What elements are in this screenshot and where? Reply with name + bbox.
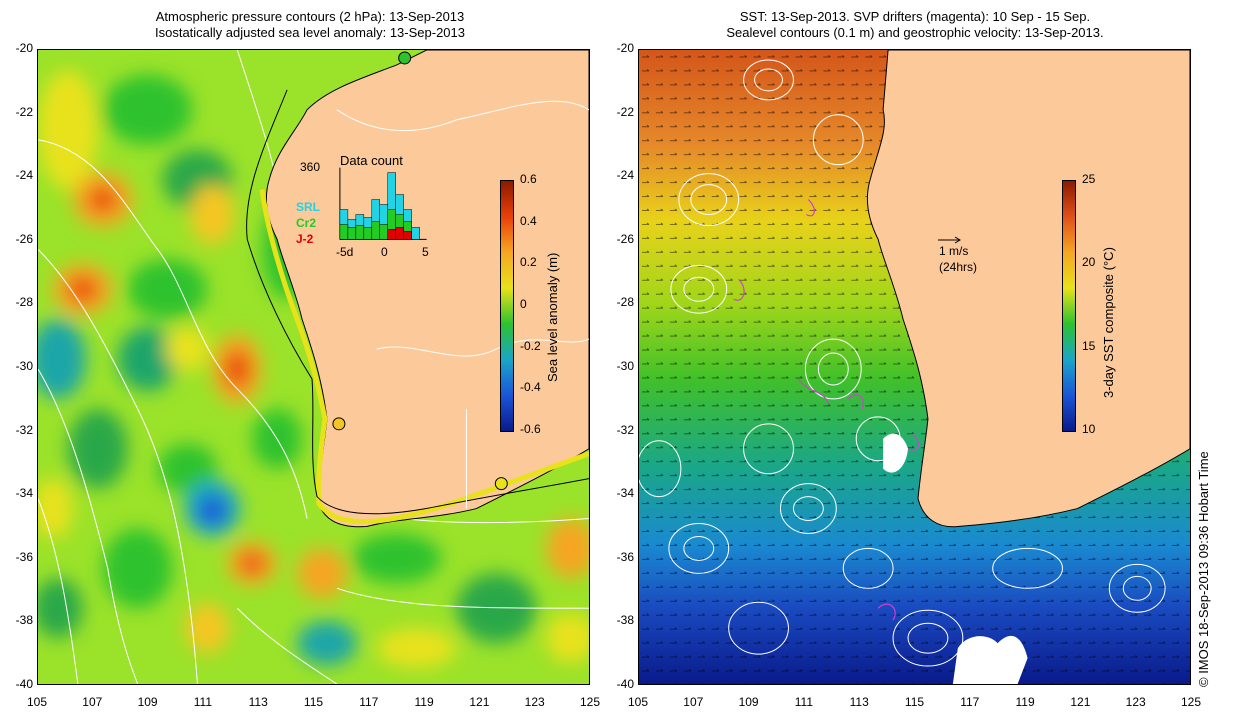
right-title: SST: 13-Sep-2013. SVP drifters (magenta)…: [650, 9, 1180, 41]
svp-drifter-tracks: [733, 199, 920, 621]
data-count-inset-histogram: [339, 167, 427, 240]
longitude-tick-label: 107: [683, 695, 704, 709]
longitude-tick-label: 125: [1180, 695, 1202, 709]
latitude-tick-label: -28: [15, 295, 33, 310]
velocity-scale-label: 1 m/s: [939, 244, 969, 258]
latitude-tick-label: -28: [616, 295, 634, 310]
sea-level-contours: [639, 59, 1166, 667]
longitude-tick-label: 117: [960, 695, 980, 709]
colorbar-tick-label: 15: [1082, 338, 1096, 353]
longitude-tick-label: 119: [1015, 695, 1035, 709]
tide-gauge-marker: [494, 477, 508, 491]
longitude-tick-label: 115: [904, 695, 925, 709]
latitude-tick-label: -32: [15, 422, 33, 437]
longitude-tick-label: 123: [1125, 695, 1146, 709]
longitude-tick-label: 105: [26, 695, 48, 709]
latitude-tick-label: -30: [15, 359, 33, 373]
tide-gauge-marker: [398, 51, 412, 65]
colorbar-tick-label: -0.4: [520, 380, 541, 395]
sla-anomaly-field: [38, 69, 589, 669]
latitude-tick-label: -20: [616, 41, 634, 55]
longitude-tick-label: 113: [849, 695, 869, 709]
inset-xtick: 0: [381, 245, 388, 259]
longitude-tick-label: 111: [794, 695, 814, 709]
sst-map: 1 m/s (24hrs): [638, 49, 1191, 685]
velocity-scale-arrow: [938, 236, 961, 244]
latitude-tick-label: -40: [15, 677, 33, 691]
inset-ymax: 360: [300, 160, 321, 174]
longitude-tick-label: 109: [137, 695, 158, 709]
longitude-tick-label: 121: [469, 695, 490, 709]
latitude-tick-label: -20: [15, 41, 33, 55]
cloud-mask: [883, 433, 909, 473]
left-title: Atmospheric pressure contours (2 hPa): 1…: [60, 9, 560, 41]
colorbar-tick-label: 0.4: [520, 213, 537, 228]
latitude-tick-label: -24: [15, 168, 33, 183]
sla-colorbar: [500, 180, 514, 432]
longitude-tick-label: 123: [524, 695, 545, 709]
longitude-tick-label: 111: [193, 695, 213, 709]
longitude-tick-label: 109: [738, 695, 759, 709]
inset-legend-j2: J-2: [296, 232, 314, 246]
latitude-tick-label: -26: [616, 231, 634, 246]
cloud-mask: [952, 635, 1028, 684]
inset-legend-cr2: Cr2: [296, 216, 317, 230]
longitude-tick-label: 107: [82, 695, 103, 709]
colorbar-tick-label: -0.2: [520, 338, 541, 353]
latitude-tick-label: -30: [616, 359, 634, 373]
colorbar-tick-label: 0.6: [520, 172, 537, 186]
latitude-tick-label: -36: [15, 549, 33, 564]
latitude-tick-label: -32: [616, 422, 634, 437]
longitude-tick-label: 119: [414, 695, 434, 709]
right-title-line2: Sealevel contours (0.1 m) and geostrophi…: [726, 25, 1104, 40]
colorbar-tick-label: 10: [1082, 422, 1096, 436]
longitude-tick-label: 125: [579, 695, 601, 709]
sla-colorbar-label: Sea level anomaly (m): [545, 252, 560, 382]
australia-land: [866, 50, 1190, 528]
sst-colorbar: [1062, 180, 1076, 432]
imos-credit: © IMOS 18-Sep-2013 09:36 Hobart Time: [1196, 451, 1211, 687]
inset-title: Data count: [340, 153, 403, 168]
right-title-line1: SST: 13-Sep-2013. SVP drifters (magenta)…: [739, 9, 1091, 24]
colorbar-tick-label: -0.6: [520, 422, 541, 436]
colorbar-tick-label: 0: [520, 297, 527, 311]
longitude-tick-label: 113: [248, 695, 268, 709]
longitude-tick-label: 105: [627, 695, 649, 709]
left-title-line1: Atmospheric pressure contours (2 hPa): 1…: [155, 9, 465, 24]
latitude-tick-label: -22: [15, 104, 33, 119]
longitude-tick-label: 121: [1070, 695, 1091, 709]
land-borders: [336, 100, 589, 509]
colorbar-tick-label: 20: [1082, 255, 1096, 270]
latitude-tick-label: -38: [15, 613, 33, 628]
colorbar-tick-label: 0.2: [520, 255, 537, 270]
left-title-line2: Isostatically adjusted sea level anomaly…: [154, 25, 465, 40]
tide-gauge-marker: [332, 417, 346, 431]
latitude-tick-label: -38: [616, 613, 634, 628]
inset-legend-srl: SRL: [296, 200, 320, 214]
longitude-tick-label: 117: [359, 695, 379, 709]
latitude-tick-label: -26: [15, 231, 33, 246]
latitude-tick-label: -40: [616, 677, 634, 691]
latitude-tick-label: -36: [616, 549, 634, 564]
inset-xtick: -5d: [336, 245, 354, 259]
colorbar-tick-label: 25: [1082, 172, 1096, 186]
latitude-tick-label: -34: [15, 486, 33, 501]
inset-xtick: 5: [422, 245, 429, 259]
sst-map-graphic: [639, 50, 1190, 684]
latitude-tick-label: -24: [616, 168, 634, 183]
velocity-period-label: (24hrs): [939, 260, 978, 274]
sst-colorbar-label: 3-day SST composite (°C): [1101, 247, 1116, 398]
latitude-tick-label: -34: [616, 486, 634, 501]
latitude-tick-label: -22: [616, 104, 634, 119]
longitude-tick-label: 115: [303, 695, 324, 709]
